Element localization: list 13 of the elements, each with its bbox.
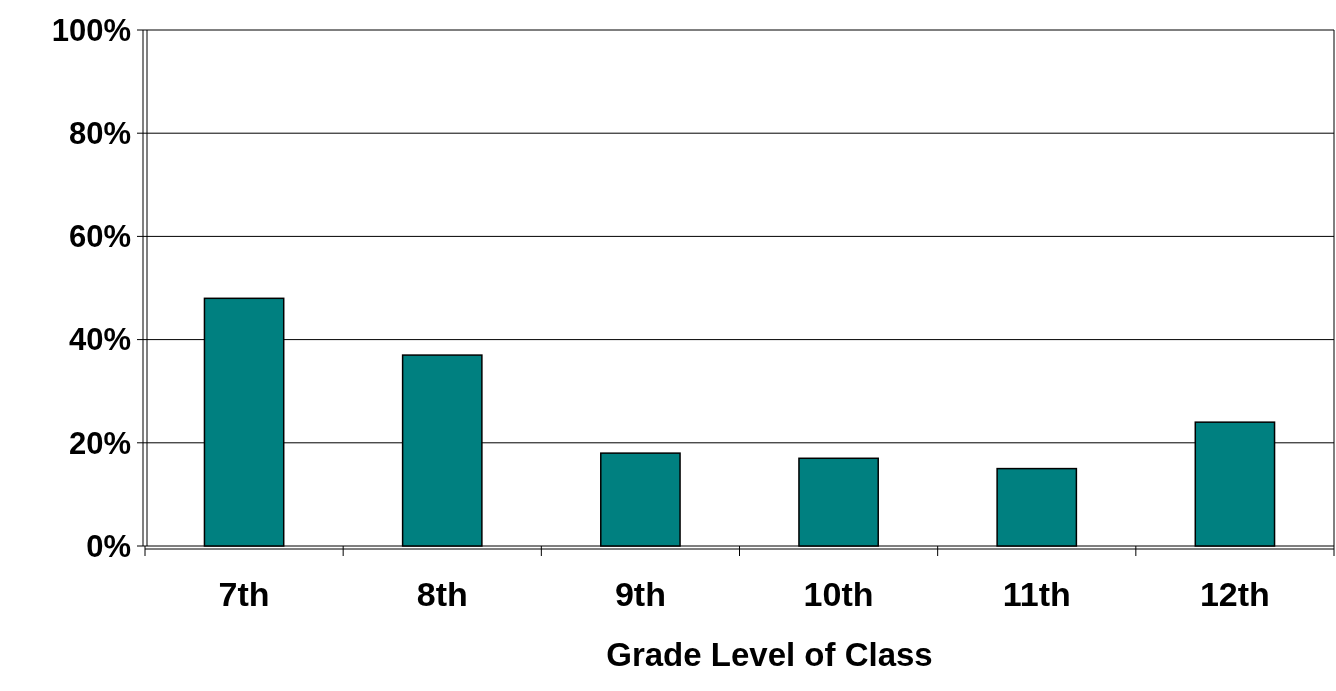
x-tick-label: 10th xyxy=(803,575,874,613)
x-tick-label: 8th xyxy=(416,575,468,613)
x-tick-label: 9th xyxy=(614,575,666,613)
y-tick-label: 20% xyxy=(68,425,131,461)
x-tick-label: 12th xyxy=(1199,575,1270,613)
x-tick-label: 7th xyxy=(218,575,270,613)
y-tick-label: 40% xyxy=(68,322,131,358)
x-axis-title: Grade Level of Class xyxy=(606,636,933,673)
y-tick-label: 60% xyxy=(68,219,131,255)
x-tick-label: 11th xyxy=(1002,575,1071,613)
y-tick-label: 100% xyxy=(51,12,131,48)
y-tick-label: 80% xyxy=(68,116,131,152)
y-tick-label: 0% xyxy=(86,528,131,564)
